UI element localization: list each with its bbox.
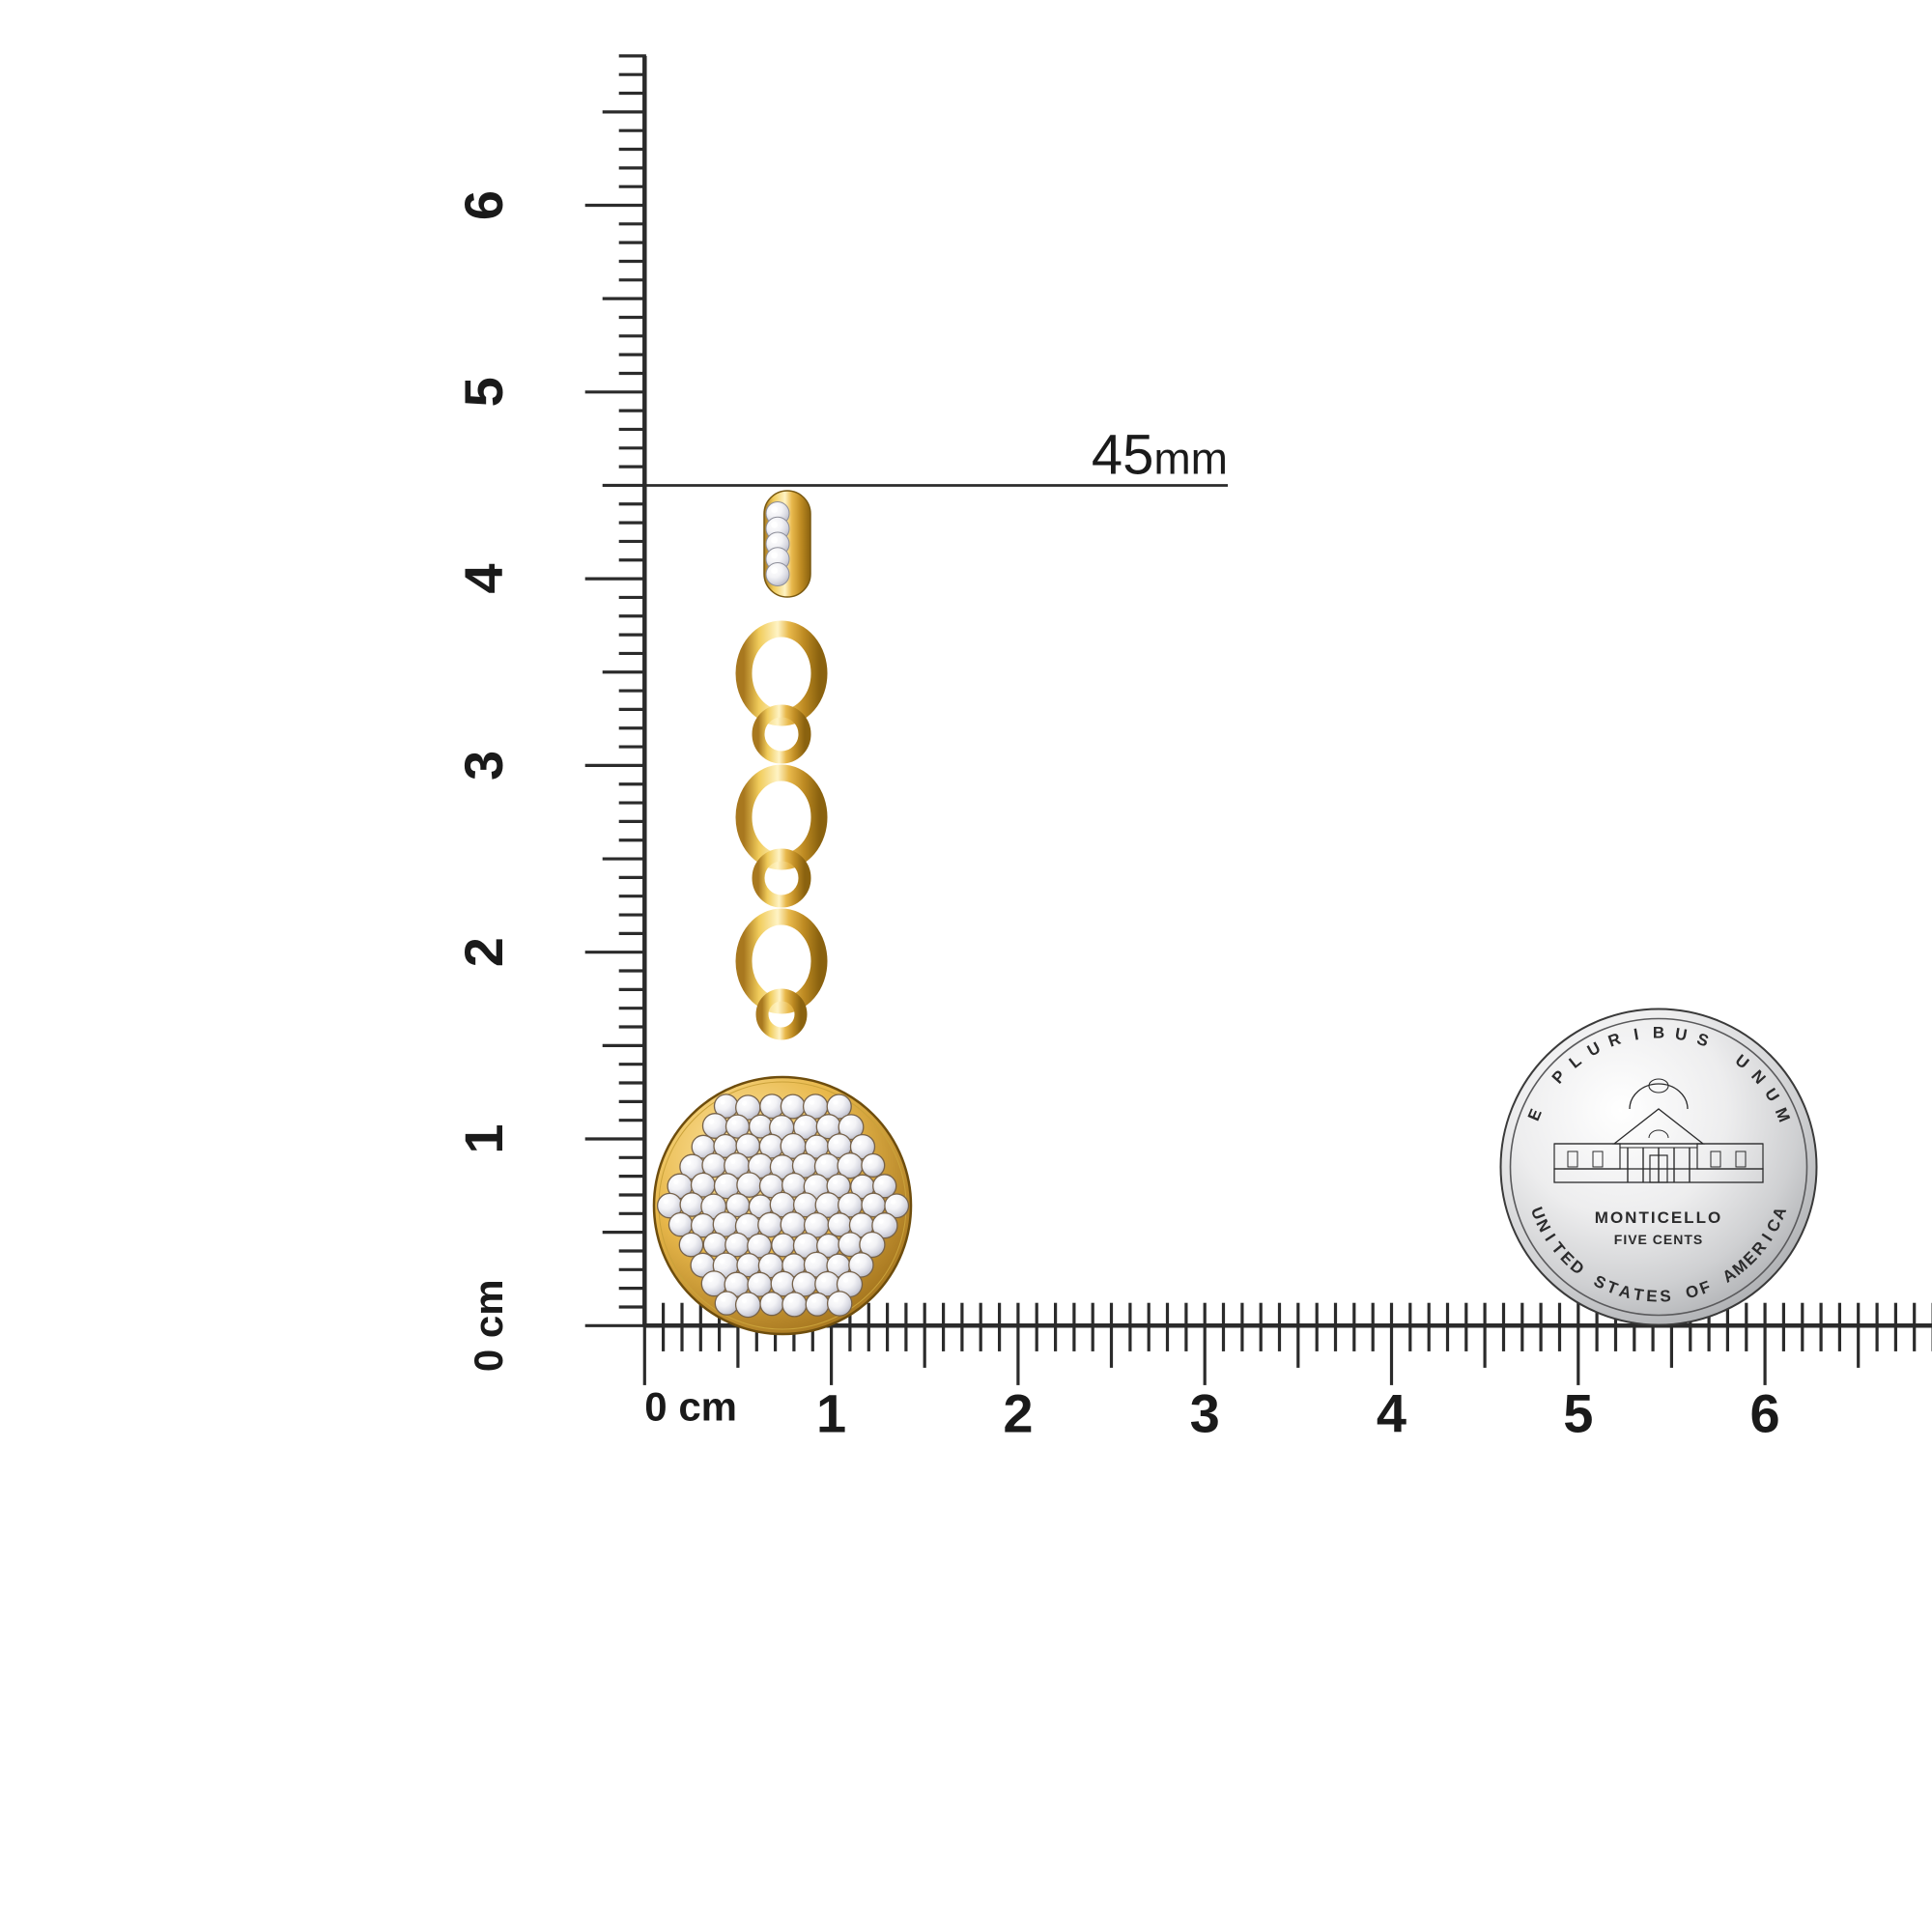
svg-text:2: 2 xyxy=(453,937,514,967)
svg-text:3: 3 xyxy=(1190,1382,1220,1443)
svg-text:FIVE CENTS: FIVE CENTS xyxy=(1614,1232,1703,1247)
svg-text:1: 1 xyxy=(453,1123,514,1153)
svg-text:S: S xyxy=(1660,1287,1671,1306)
svg-text:MONTICELLO: MONTICELLO xyxy=(1595,1208,1722,1227)
svg-text:6: 6 xyxy=(453,190,514,220)
svg-text:4: 4 xyxy=(453,564,514,594)
svg-text:45mm: 45mm xyxy=(1092,424,1228,487)
svg-text:5: 5 xyxy=(1563,1382,1593,1443)
svg-text:3: 3 xyxy=(453,751,514,781)
svg-text:6: 6 xyxy=(1750,1382,1780,1443)
svg-text:B: B xyxy=(1653,1024,1664,1042)
svg-text:E: E xyxy=(1646,1287,1658,1306)
svg-text:0 cm: 0 cm xyxy=(644,1383,737,1429)
svg-text:1: 1 xyxy=(816,1382,846,1443)
svg-text:0 cm: 0 cm xyxy=(466,1279,511,1372)
svg-text:5: 5 xyxy=(453,377,514,407)
svg-text:4: 4 xyxy=(1377,1382,1406,1443)
svg-text:2: 2 xyxy=(1003,1382,1033,1443)
